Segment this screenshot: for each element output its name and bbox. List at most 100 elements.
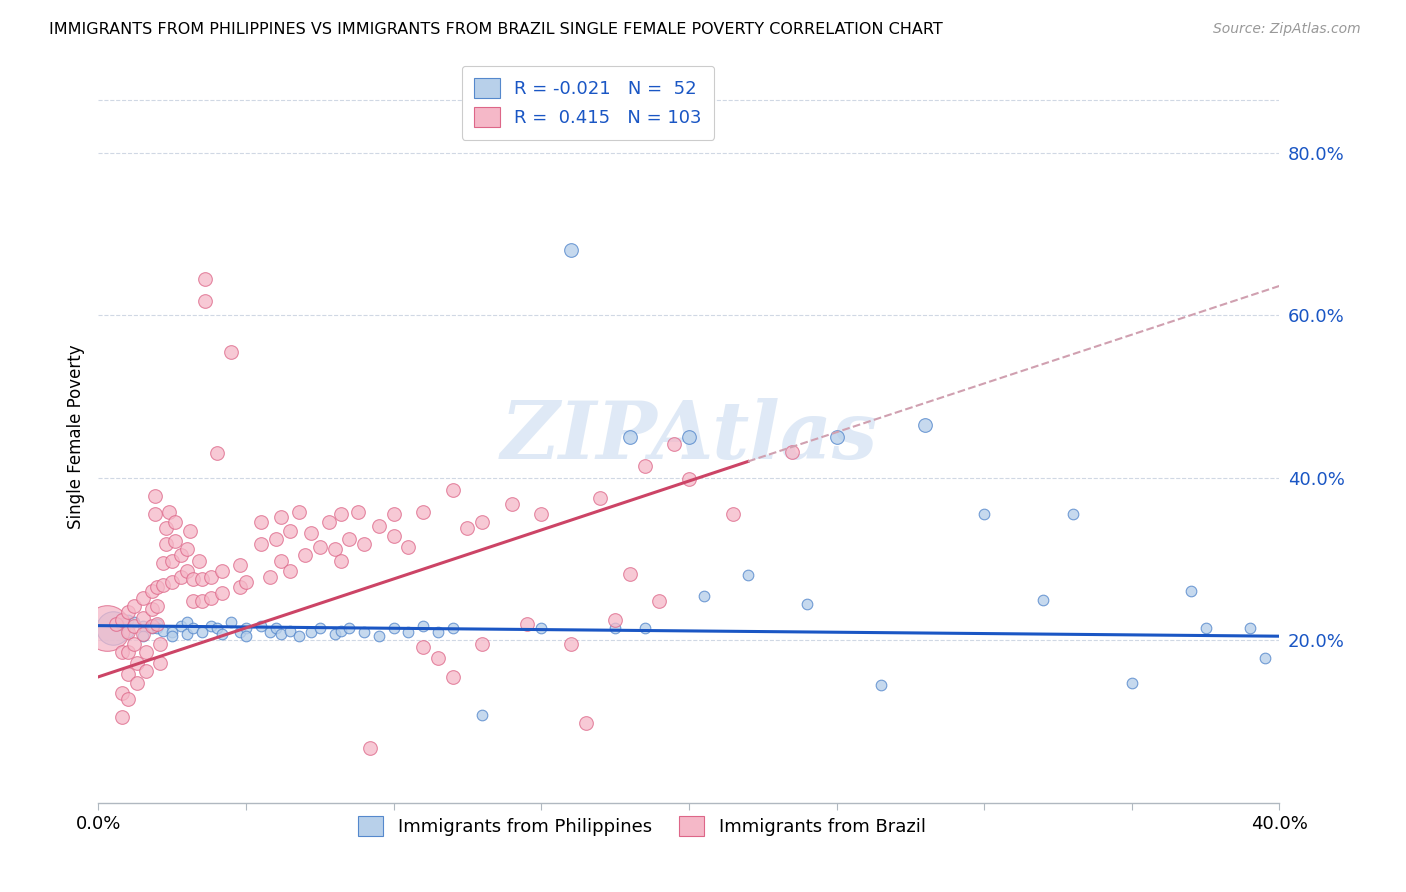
Point xyxy=(205,621,228,635)
Point xyxy=(270,509,292,524)
Point xyxy=(1032,592,1054,607)
Point xyxy=(152,624,174,638)
Point xyxy=(117,625,139,640)
Point xyxy=(187,553,209,567)
Point xyxy=(382,508,405,522)
Point xyxy=(914,417,936,432)
Point xyxy=(200,618,222,632)
Point xyxy=(288,629,311,643)
Point xyxy=(294,548,316,562)
Point xyxy=(211,626,233,640)
Point xyxy=(427,625,450,640)
Point xyxy=(270,626,292,640)
Point xyxy=(560,243,582,257)
Point xyxy=(117,645,139,659)
Point xyxy=(382,529,405,543)
Point xyxy=(132,618,155,632)
Point xyxy=(648,594,671,608)
Point xyxy=(398,625,420,640)
Point xyxy=(111,686,134,700)
Point xyxy=(155,537,177,551)
Point xyxy=(179,524,201,538)
Point xyxy=(441,621,464,635)
Point xyxy=(141,602,163,616)
Point xyxy=(309,621,332,635)
Legend: Immigrants from Philippines, Immigrants from Brazil: Immigrants from Philippines, Immigrants … xyxy=(346,804,938,848)
Point xyxy=(146,617,169,632)
Point xyxy=(103,621,125,635)
Text: Source: ZipAtlas.com: Source: ZipAtlas.com xyxy=(1213,22,1361,37)
Point xyxy=(250,516,273,530)
Point xyxy=(560,637,582,651)
Point xyxy=(229,581,252,595)
Point xyxy=(170,618,193,632)
Point xyxy=(299,625,322,640)
Point xyxy=(141,584,163,599)
Point xyxy=(200,570,222,584)
Point xyxy=(329,553,352,567)
Point xyxy=(339,621,361,635)
Point xyxy=(329,508,352,522)
Point xyxy=(157,505,180,519)
Point xyxy=(122,618,145,632)
Point xyxy=(122,615,145,630)
Point xyxy=(299,526,322,541)
Point xyxy=(111,613,134,627)
Point xyxy=(176,626,198,640)
Point xyxy=(155,521,177,535)
Point xyxy=(412,640,434,654)
Point xyxy=(146,617,169,632)
Point xyxy=(664,436,686,450)
Point xyxy=(141,621,163,635)
Point xyxy=(146,581,169,595)
Point xyxy=(211,564,233,578)
Point xyxy=(135,664,157,678)
Point xyxy=(368,519,391,533)
Point xyxy=(125,656,148,670)
Point xyxy=(143,508,166,522)
Point xyxy=(117,667,139,681)
Point xyxy=(191,572,214,586)
Point xyxy=(678,472,700,486)
Point xyxy=(221,344,243,359)
Point xyxy=(737,568,759,582)
Point xyxy=(162,553,183,567)
Point xyxy=(693,589,716,603)
Y-axis label: Single Female Poverty: Single Female Poverty xyxy=(66,345,84,529)
Point xyxy=(162,625,183,640)
Point xyxy=(353,625,375,640)
Point xyxy=(165,516,187,530)
Point xyxy=(191,625,214,640)
Point xyxy=(194,293,217,308)
Point xyxy=(359,740,381,755)
Point xyxy=(229,625,252,640)
Point xyxy=(530,508,553,522)
Point xyxy=(353,537,375,551)
Point xyxy=(250,537,273,551)
Point xyxy=(323,542,346,557)
Point xyxy=(323,626,346,640)
Point xyxy=(200,591,222,605)
Point xyxy=(152,578,174,592)
Point xyxy=(318,516,340,530)
Point xyxy=(170,548,193,562)
Point xyxy=(678,430,700,444)
Point xyxy=(149,637,172,651)
Point xyxy=(181,621,204,635)
Point xyxy=(125,675,148,690)
Point xyxy=(117,691,139,706)
Point xyxy=(181,572,204,586)
Point xyxy=(471,516,494,530)
Point xyxy=(162,574,183,589)
Point xyxy=(825,430,848,444)
Point xyxy=(146,599,169,614)
Point xyxy=(250,618,273,632)
Point xyxy=(530,621,553,635)
Point xyxy=(605,613,627,627)
Point xyxy=(973,508,995,522)
Point xyxy=(270,553,292,567)
Point xyxy=(181,594,204,608)
Point xyxy=(605,621,627,635)
Point xyxy=(1180,584,1202,599)
Point xyxy=(194,271,217,285)
